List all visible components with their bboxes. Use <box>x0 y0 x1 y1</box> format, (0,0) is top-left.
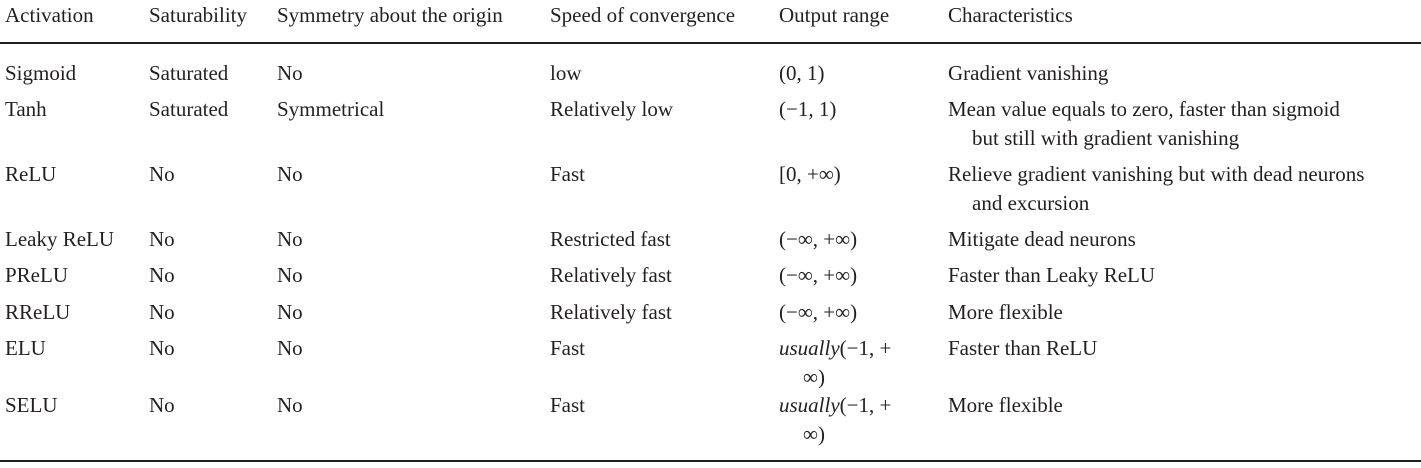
output-range-qualifier: usually <box>779 336 840 360</box>
header-characteristics: Characteristics <box>948 3 1073 27</box>
characteristics-line: Mean value equals to zero, faster than s… <box>948 97 1340 121</box>
cell-saturability: No <box>149 162 175 186</box>
cell-characteristics: Relieve gradient vanishing but with dead… <box>948 160 1364 218</box>
cell-output-range: usually(−1, + ∞) <box>779 391 891 449</box>
cell-output-range: [0, +∞) <box>779 162 841 186</box>
cell-activation: Sigmoid <box>5 61 77 85</box>
cell-activation: Tanh <box>5 97 47 121</box>
header-symmetry: Symmetry about the origin <box>277 3 503 27</box>
cell-activation: ELU <box>5 336 46 360</box>
cell-output-range: (−∞, +∞) <box>779 227 858 251</box>
cell-activation: Leaky ReLU <box>5 227 115 251</box>
output-range-line-continued: ∞) <box>803 365 825 389</box>
cell-output-range: (−1, 1) <box>779 97 837 121</box>
cell-saturability: No <box>149 336 175 360</box>
header-speed: Speed of convergence <box>550 3 736 27</box>
header-output-range: Output range <box>779 3 890 27</box>
output-range-line: usually(−1, + <box>779 391 891 420</box>
output-range-line: usually(−1, + <box>779 334 891 363</box>
characteristics-line-continued: but still with gradient vanishing <box>972 126 1240 150</box>
cell-activation: PReLU <box>5 263 68 287</box>
bottom-rule <box>0 460 1421 462</box>
cell-characteristics: Mitigate dead neurons <box>948 227 1136 251</box>
cell-saturability: No <box>149 300 175 324</box>
cell-symmetry: Symmetrical <box>277 97 385 121</box>
output-range-value: (−1, + <box>839 336 892 360</box>
cell-output-range: (0, 1) <box>779 61 825 85</box>
cell-symmetry: No <box>277 336 303 360</box>
cell-characteristics: More flexible <box>948 393 1063 417</box>
characteristics-line-continued: and excursion <box>972 191 1090 215</box>
cell-saturability: Saturated <box>149 61 229 85</box>
cell-saturability: No <box>149 393 175 417</box>
cell-characteristics: Faster than ReLU <box>948 336 1098 360</box>
cell-saturability: No <box>149 263 175 287</box>
cell-output-range: (−∞, +∞) <box>779 300 858 324</box>
cell-activation: RReLU <box>5 300 71 324</box>
cell-saturability: No <box>149 227 175 251</box>
output-range-value: (−1, + <box>839 393 892 417</box>
cell-symmetry: No <box>277 227 303 251</box>
cell-output-range: usually(−1, + ∞) <box>779 334 891 392</box>
cell-symmetry: No <box>277 61 303 85</box>
cell-speed: Fast <box>550 162 586 186</box>
cell-speed: Fast <box>550 393 586 417</box>
output-range-qualifier: usually <box>779 393 840 417</box>
cell-speed: Relatively low <box>550 97 674 121</box>
cell-speed: Relatively fast <box>550 263 672 287</box>
cell-activation: SELU <box>5 393 58 417</box>
cell-characteristics: Mean value equals to zero, faster than s… <box>948 95 1340 153</box>
cell-speed: Relatively fast <box>550 300 672 324</box>
cell-output-range: (−∞, +∞) <box>779 263 858 287</box>
cell-saturability: Saturated <box>149 97 229 121</box>
cell-characteristics: Faster than Leaky ReLU <box>948 263 1156 287</box>
characteristics-line: Relieve gradient vanishing but with dead… <box>948 162 1365 186</box>
cell-speed: low <box>550 61 582 85</box>
output-range-line-continued: ∞) <box>803 422 825 446</box>
cell-symmetry: No <box>277 263 303 287</box>
cell-speed: Restricted fast <box>550 227 671 251</box>
cell-symmetry: No <box>277 162 303 186</box>
header-saturability: Saturability <box>149 3 247 27</box>
cell-speed: Fast <box>550 336 586 360</box>
cell-symmetry: No <box>277 393 303 417</box>
header-rule <box>0 42 1421 44</box>
header-activation: Activation <box>5 3 94 27</box>
cell-characteristics: Gradient vanishing <box>948 61 1109 85</box>
cell-characteristics: More flexible <box>948 300 1063 324</box>
cell-symmetry: No <box>277 300 303 324</box>
cell-activation: ReLU <box>5 162 57 186</box>
